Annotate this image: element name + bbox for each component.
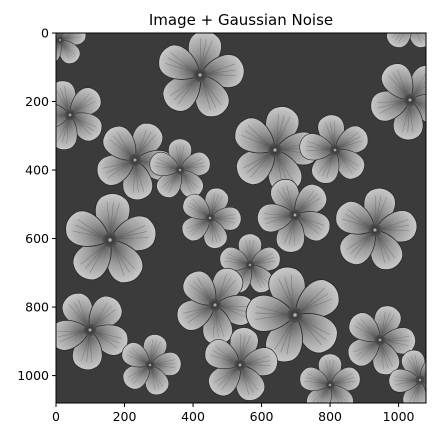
y-tick-label: 600	[25, 231, 49, 246]
y-tick-label: 1000	[17, 368, 49, 383]
y-tick-label: 200	[25, 94, 49, 109]
flower	[257, 179, 331, 253]
flower	[56, 80, 103, 150]
plot-frame	[55, 32, 427, 404]
y-tick-label: 0	[41, 26, 49, 41]
flower	[121, 334, 182, 396]
flower	[370, 63, 426, 141]
flower	[158, 33, 245, 118]
flower	[335, 187, 418, 270]
flower	[65, 193, 157, 284]
flower	[234, 106, 320, 194]
x-tick-label: 600	[250, 409, 274, 424]
flower	[204, 327, 278, 401]
x-tick-label: 0	[52, 409, 60, 424]
y-tick-label: 400	[25, 163, 49, 178]
x-axis: 0 200 400 600 800 1000	[52, 403, 415, 424]
flower	[181, 187, 242, 249]
flower	[56, 292, 129, 371]
y-axis: 0 200 400 600 800 1000	[17, 26, 56, 383]
noisy-flower-image	[56, 33, 426, 403]
x-tick-label: 800	[318, 409, 342, 424]
flower	[347, 305, 416, 375]
flower	[56, 33, 87, 64]
x-tick-label: 200	[113, 409, 137, 424]
chart-title: Image + Gaussian Noise	[149, 11, 333, 29]
flower	[149, 138, 211, 198]
y-tick-label: 800	[25, 300, 49, 315]
flower	[176, 267, 255, 346]
flower	[245, 266, 340, 363]
flower	[299, 353, 361, 403]
flower	[299, 114, 369, 184]
x-tick-label: 1000	[383, 409, 415, 424]
x-tick-label: 400	[181, 409, 205, 424]
